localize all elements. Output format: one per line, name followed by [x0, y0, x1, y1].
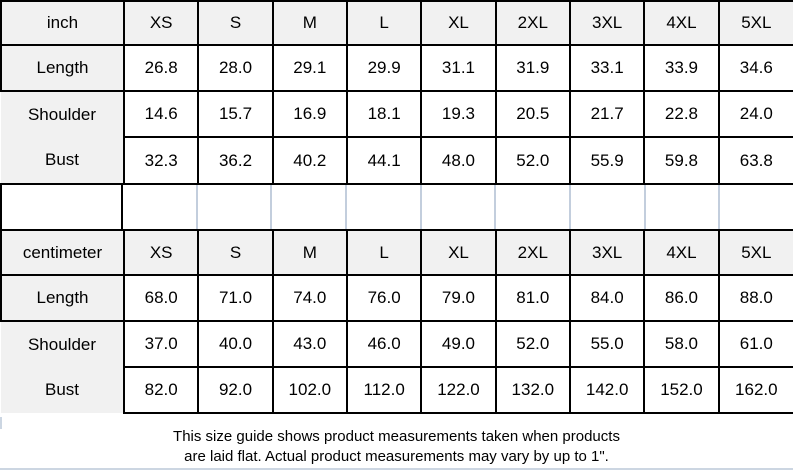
- measurement-cell: 63.8: [717, 136, 793, 183]
- spacer-cell: [347, 185, 422, 229]
- measurement-cell: 84.0: [568, 274, 646, 322]
- size-header-cell: 3XL: [568, 231, 646, 276]
- measurement-cell: 52.0: [494, 320, 571, 368]
- measurement-cell: 92.0: [197, 366, 274, 414]
- row-label-cell: Shoulder: [1, 90, 125, 137]
- spacer-cell: [496, 185, 572, 229]
- size-header-cell: XL: [420, 231, 497, 276]
- measurement-cell: 24.0: [717, 90, 793, 138]
- measurement-cell: 44.1: [345, 136, 423, 183]
- measurement-cell: 26.8: [122, 44, 200, 92]
- measurement-cell: 15.7: [197, 90, 274, 138]
- unit-header-cell: inch: [0, 0, 125, 46]
- spacer-row: [0, 183, 793, 231]
- measurement-cell: 142.0: [568, 366, 646, 414]
- footer-line-2: are laid flat. Actual product measuremen…: [184, 448, 609, 465]
- measurement-cell: 58.0: [643, 320, 720, 368]
- measurement-cell: 48.0: [420, 136, 497, 183]
- measurement-cell: 88.0: [717, 274, 793, 322]
- measurement-cell: 71.0: [197, 274, 274, 322]
- measurement-cell: 61.0: [717, 320, 793, 368]
- measurement-cell: 102.0: [271, 366, 348, 414]
- measurement-cell: 32.3: [122, 136, 200, 183]
- measurement-cell: 122.0: [420, 366, 497, 414]
- spacer-cell: [123, 185, 198, 229]
- measurement-cell: 31.1: [420, 44, 497, 92]
- size-header-cell: M: [271, 0, 348, 46]
- measurement-cell: 19.3: [420, 90, 497, 138]
- measurement-cell: 132.0: [494, 366, 571, 414]
- measurement-cell: 29.1: [271, 44, 348, 92]
- measurement-cell: 162.0: [717, 366, 793, 414]
- measurement-cell: 46.0: [345, 320, 423, 368]
- size-header-cell: XL: [420, 0, 497, 46]
- size-header-cell: 4XL: [643, 231, 720, 276]
- measurement-cell: 22.8: [643, 90, 720, 138]
- size-header-cell: XS: [122, 231, 200, 276]
- measurement-cell: 29.9: [345, 44, 423, 92]
- measurement-cell: 52.0: [494, 136, 571, 183]
- left-gridline-stub: [0, 417, 2, 429]
- measurement-cell: 33.9: [643, 44, 720, 92]
- size-header-cell: 3XL: [568, 0, 646, 46]
- size-header-cell: L: [345, 231, 423, 276]
- measurement-cell: 55.0: [568, 320, 646, 368]
- measurement-cell: 74.0: [271, 274, 348, 322]
- size-header-cell: S: [197, 0, 274, 46]
- measurement-cell: 14.6: [122, 90, 200, 138]
- spacer-cell: [720, 185, 793, 229]
- measurement-cell: 40.0: [197, 320, 274, 368]
- size-header-cell: 2XL: [494, 231, 571, 276]
- size-header-cell: L: [345, 0, 423, 46]
- row-label-cell: Bust: [1, 137, 125, 183]
- centimeter-size-table: centimeter XS S M L XL 2XL 3XL 4XL 5XL Length 68.0 7…: [0, 231, 793, 414]
- measurement-cell: 21.7: [568, 90, 646, 138]
- size-header-cell: 5XL: [717, 0, 793, 46]
- row-label-cell: Length: [0, 274, 125, 322]
- measurement-cell: 31.9: [494, 44, 571, 92]
- footer-note: This size guide shows product measuremen…: [0, 427, 793, 467]
- measurement-cell: 40.2: [271, 136, 348, 183]
- measurement-cell: 81.0: [494, 274, 571, 322]
- size-header-cell: M: [271, 231, 348, 276]
- spacer-cell: [422, 185, 497, 229]
- measurement-cell: 68.0: [122, 274, 200, 322]
- row-label-cell: Bust: [1, 367, 125, 413]
- spacer-cell: [646, 185, 721, 229]
- measurement-cell: 33.1: [568, 44, 646, 92]
- row-label-cell: Length: [0, 44, 125, 92]
- measurement-cell: 76.0: [345, 274, 423, 322]
- size-header-cell: 5XL: [717, 231, 793, 276]
- spacer-cell: [571, 185, 646, 229]
- spacer-cell: [272, 185, 348, 229]
- spacer-cell: [198, 185, 273, 229]
- measurement-cell: 37.0: [122, 320, 200, 368]
- measurement-cell: 36.2: [197, 136, 274, 183]
- footer-line-1: This size guide shows product measuremen…: [173, 428, 620, 445]
- measurement-cell: 49.0: [420, 320, 497, 368]
- measurement-cell: 34.6: [717, 44, 793, 92]
- measurement-cell: 152.0: [643, 366, 720, 414]
- size-header-cell: 4XL: [643, 0, 720, 46]
- measurement-cell: 79.0: [420, 274, 497, 322]
- measurement-cell: 112.0: [345, 366, 423, 414]
- measurement-cell: 43.0: [271, 320, 348, 368]
- measurement-cell: 82.0: [122, 366, 200, 414]
- bottom-gridline: [0, 468, 793, 470]
- measurement-cell: 59.8: [643, 136, 720, 183]
- unit-header-cell: centimeter: [0, 231, 125, 276]
- row-label-cell: Shoulder: [1, 320, 125, 367]
- measurement-cell: 20.5: [494, 90, 571, 138]
- measurement-cell: 86.0: [643, 274, 720, 322]
- measurement-cell: 28.0: [197, 44, 274, 92]
- inch-size-table: inch XS S M L XL 2XL 3XL 4XL 5XL Length 26.8 28.0 29.…: [0, 0, 793, 183]
- size-header-cell: S: [197, 231, 274, 276]
- size-header-cell: XS: [122, 0, 200, 46]
- measurement-cell: 55.9: [568, 136, 646, 183]
- size-header-cell: 2XL: [494, 0, 571, 46]
- measurement-cell: 16.9: [271, 90, 348, 138]
- measurement-cell: 18.1: [345, 90, 423, 138]
- spacer-cell: [2, 185, 123, 229]
